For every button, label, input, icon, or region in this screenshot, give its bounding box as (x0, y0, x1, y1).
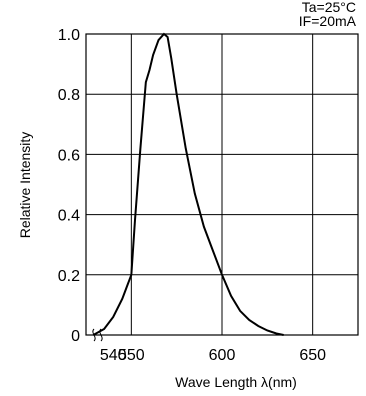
spectrum-curve (92, 32, 284, 336)
plot-frame (85, 33, 359, 336)
y-tick-label: 0.6 (58, 147, 80, 164)
x-tick-label: 650 (299, 347, 326, 364)
condition-ta: Ta=25°C (302, 0, 356, 15)
y-tick-label: 0.8 (58, 87, 80, 104)
x-tick-label: 550 (118, 347, 145, 364)
y-axis-label: Relative Intensity (17, 132, 33, 239)
grid (86, 34, 358, 335)
y-tick-label: 0.2 (58, 268, 80, 285)
x-tick-label: 540 (100, 347, 127, 364)
x-tick-label: 600 (209, 347, 236, 364)
condition-if: IF=20mA (299, 13, 357, 29)
y-tick-label: 0.4 (58, 208, 80, 225)
y-tick-label: 0 (71, 328, 80, 345)
y-tick-label: 1.0 (58, 27, 80, 44)
x-axis-label: Wave Length λ(nm) (175, 374, 297, 390)
